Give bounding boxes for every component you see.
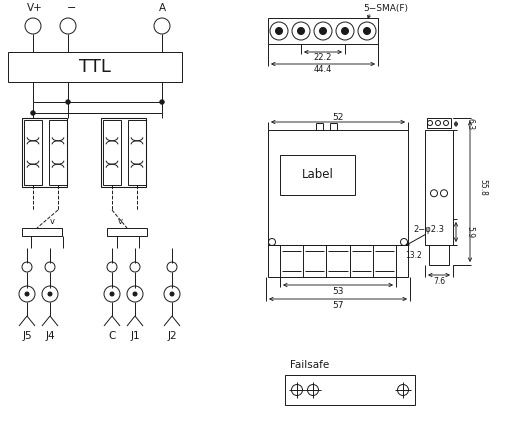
- Text: 55.8: 55.8: [478, 179, 487, 196]
- Text: 13.2: 13.2: [405, 251, 422, 259]
- Text: 5.9: 5.9: [465, 226, 474, 238]
- Text: Label: Label: [301, 168, 333, 182]
- Bar: [107, 228, 147, 236]
- Bar: [427, 118, 451, 128]
- Text: 44.4: 44.4: [314, 65, 332, 75]
- Text: v: v: [118, 217, 123, 226]
- Text: TTL: TTL: [79, 58, 111, 76]
- Text: Failsafe: Failsafe: [290, 360, 330, 370]
- Text: J5: J5: [22, 331, 32, 341]
- Text: 53: 53: [332, 286, 344, 296]
- Circle shape: [25, 292, 29, 296]
- Bar: [49, 120, 67, 185]
- Bar: [8, 52, 182, 82]
- Text: J1: J1: [130, 331, 140, 341]
- Bar: [22, 228, 62, 236]
- Circle shape: [31, 111, 35, 115]
- Text: 7.6: 7.6: [433, 277, 445, 286]
- Text: C: C: [108, 331, 116, 341]
- Bar: [268, 130, 408, 245]
- Text: 57: 57: [332, 301, 344, 309]
- Text: 6.3: 6.3: [465, 118, 474, 130]
- Text: v: v: [49, 217, 55, 226]
- Circle shape: [160, 100, 164, 104]
- Bar: [103, 120, 121, 185]
- Bar: [22, 118, 67, 187]
- Bar: [268, 18, 378, 44]
- Text: 52: 52: [332, 113, 344, 122]
- Text: V+: V+: [27, 3, 43, 13]
- Circle shape: [320, 27, 327, 34]
- Text: 2−φ2.3: 2−φ2.3: [413, 225, 444, 233]
- Circle shape: [66, 100, 70, 104]
- Circle shape: [276, 27, 282, 34]
- Bar: [285, 375, 415, 405]
- Circle shape: [170, 292, 174, 296]
- Bar: [425, 130, 453, 245]
- Text: 5−SMA(F): 5−SMA(F): [363, 4, 408, 12]
- Text: A: A: [159, 3, 166, 13]
- Bar: [24, 120, 42, 185]
- Circle shape: [364, 27, 371, 34]
- Circle shape: [341, 27, 348, 34]
- Bar: [429, 245, 449, 265]
- Bar: [128, 120, 146, 185]
- Circle shape: [133, 292, 137, 296]
- Text: J4: J4: [45, 331, 55, 341]
- Bar: [280, 155, 355, 195]
- Circle shape: [48, 292, 52, 296]
- Bar: [101, 118, 146, 187]
- Text: 22.2: 22.2: [314, 53, 332, 62]
- Circle shape: [110, 292, 114, 296]
- Text: J2: J2: [167, 331, 177, 341]
- Circle shape: [297, 27, 305, 34]
- Bar: [268, 245, 408, 277]
- Text: −: −: [67, 3, 77, 13]
